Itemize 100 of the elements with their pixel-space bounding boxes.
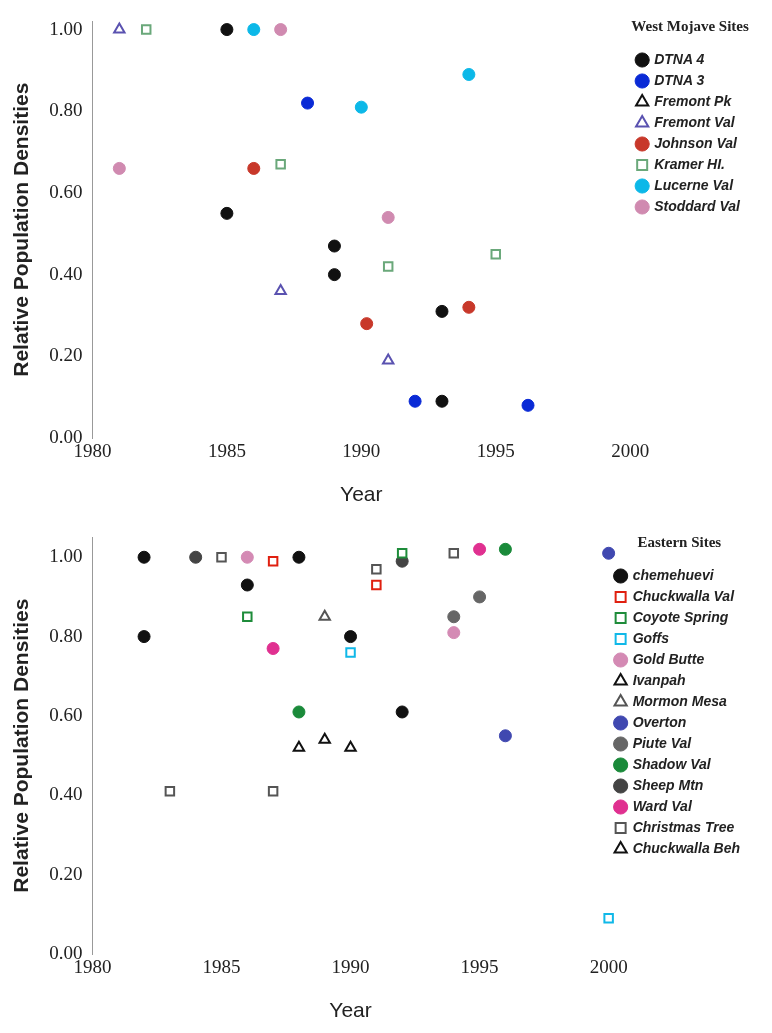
y-axis-title: Relative Population Densities xyxy=(9,598,33,893)
point xyxy=(242,611,253,622)
legend-title: West Mojave Sites xyxy=(631,18,749,35)
point xyxy=(247,23,261,37)
legend-label: Chuckwalla Val xyxy=(632,587,736,604)
point xyxy=(382,261,394,272)
legend-label: Christmas Tree xyxy=(632,818,735,835)
point xyxy=(435,394,449,408)
y-tick-label: 0.80 xyxy=(49,624,83,646)
y-tick-label: 1.00 xyxy=(49,17,83,39)
x-axis-title: Year xyxy=(340,482,383,506)
y-axis-title: Relative Population Densities xyxy=(9,82,33,377)
point xyxy=(274,23,288,37)
point xyxy=(345,647,356,658)
x-tick-label: 1990 xyxy=(331,956,370,978)
y-tick-label: 0.80 xyxy=(49,99,83,121)
legend-label: Piute Val xyxy=(632,734,693,751)
legend-label: Ward Val xyxy=(632,797,693,814)
point xyxy=(602,546,616,560)
x-tick-label: 1985 xyxy=(207,440,246,462)
legend-label: DTNA 4 xyxy=(654,50,705,67)
x-tick-label: 2000 xyxy=(589,956,628,978)
legend-label: Coyote Spring xyxy=(632,608,729,625)
x-tick-label: 1985 xyxy=(202,956,241,978)
point xyxy=(344,740,357,752)
point xyxy=(220,23,234,37)
point xyxy=(189,550,203,564)
x-tick-label: 2000 xyxy=(611,440,650,462)
legend-label: Fremont Pk xyxy=(654,92,733,109)
point xyxy=(216,552,227,563)
x-tick-label: 1995 xyxy=(476,440,515,462)
point xyxy=(137,550,151,564)
legend-label: Johnson Val xyxy=(654,134,738,151)
point xyxy=(301,96,315,110)
point xyxy=(360,317,374,331)
legend-label: Overton xyxy=(632,713,687,730)
point xyxy=(447,626,461,640)
point xyxy=(381,210,395,224)
point xyxy=(371,563,382,575)
point xyxy=(247,161,261,175)
point xyxy=(498,729,512,743)
point xyxy=(275,159,286,170)
legend-label: Goffs xyxy=(632,629,670,646)
point xyxy=(462,68,476,81)
point xyxy=(396,548,408,559)
point xyxy=(447,610,461,624)
point xyxy=(435,304,449,318)
legend-label: Fremont Val xyxy=(654,113,736,130)
point xyxy=(603,913,614,924)
y-tick-label: 0.40 xyxy=(49,262,83,284)
point xyxy=(137,630,151,644)
point xyxy=(274,283,287,295)
y-tick-label: 1.00 xyxy=(49,545,83,567)
point xyxy=(164,786,176,797)
point xyxy=(292,705,306,719)
point xyxy=(408,394,422,408)
point xyxy=(318,732,331,744)
point xyxy=(448,548,460,559)
point xyxy=(473,590,487,604)
point xyxy=(344,630,358,644)
point xyxy=(318,609,331,621)
point xyxy=(521,398,535,412)
point xyxy=(473,542,487,556)
point xyxy=(220,206,234,220)
x-tick-label: 1995 xyxy=(460,956,499,978)
legend-label: Kramer HI. xyxy=(654,155,725,172)
point xyxy=(354,100,368,114)
point xyxy=(395,705,409,719)
legend-label: Sheep Mtn xyxy=(632,776,704,793)
legend-label: Chuckwalla Beh xyxy=(632,839,741,856)
legend-label: Mormon Mesa xyxy=(632,692,727,709)
legend-label: DTNA 3 xyxy=(654,71,705,88)
legend-label: Lucerne Val xyxy=(654,176,735,193)
x-axis-title: Year xyxy=(329,998,372,1022)
point xyxy=(327,239,341,253)
point xyxy=(327,268,341,282)
point xyxy=(490,248,501,260)
legend-title: Eastern Sites xyxy=(637,534,722,551)
point xyxy=(112,161,126,175)
legend-label: Shadow Val xyxy=(632,755,712,772)
legend-label: chemehuevi xyxy=(632,566,715,583)
point xyxy=(267,786,279,797)
legend-label: Gold Butte xyxy=(632,650,705,667)
point xyxy=(240,578,254,592)
point xyxy=(266,641,280,655)
y-tick-label: 0.40 xyxy=(49,783,83,805)
y-tick-label: 0.20 xyxy=(49,344,83,366)
point xyxy=(498,542,512,556)
legend-label: Stoddard Val xyxy=(654,197,742,214)
legend-label: Ivanpah xyxy=(632,671,686,688)
point xyxy=(292,550,306,564)
x-tick-label: 1990 xyxy=(342,440,381,462)
y-tick-label: 0.60 xyxy=(49,180,83,202)
point xyxy=(113,22,126,34)
point xyxy=(462,300,476,314)
point xyxy=(267,555,279,567)
point xyxy=(240,550,254,564)
point xyxy=(140,24,152,35)
point xyxy=(371,579,382,591)
y-tick-label: 0.20 xyxy=(49,862,83,884)
